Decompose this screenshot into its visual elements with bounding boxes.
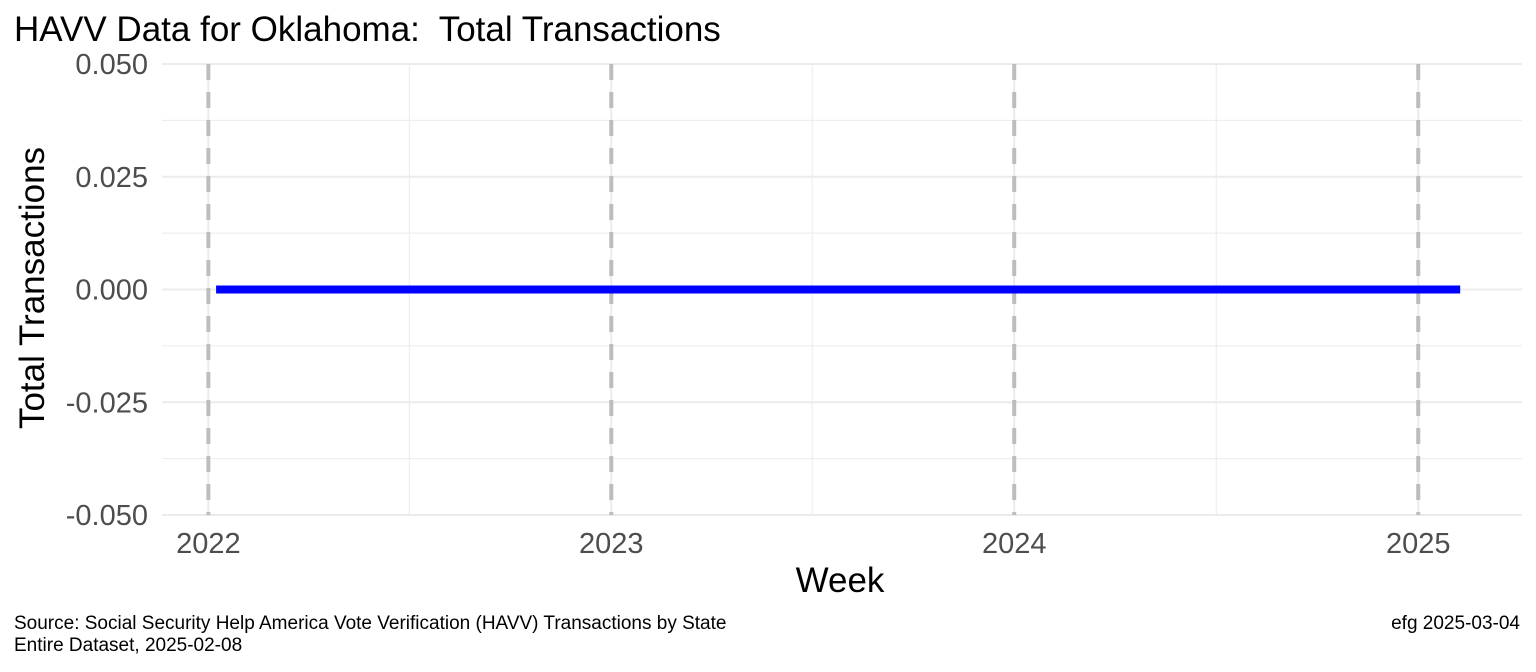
y-axis-title: Total Transactions [13, 147, 52, 429]
y-tick-labels: 0.050 0.025 0.000 -0.025 -0.050 [66, 49, 148, 532]
source-line-1: Source: Social Security Help America Vot… [14, 613, 727, 634]
x-tick-label: 2024 [982, 528, 1047, 560]
x-axis-title: Week [796, 561, 885, 600]
credit-caption: efg 2025-03-04 [1391, 613, 1520, 634]
source-caption: Source: Social Security Help America Vot… [14, 613, 726, 657]
x-tick-label: 2023 [579, 528, 644, 560]
y-tick-label: -0.050 [66, 500, 148, 532]
chart-title: HAVV Data for Oklahoma: Total Transactio… [14, 10, 721, 49]
x-tick-label: 2025 [1386, 528, 1451, 560]
y-tick-label: 0.025 [75, 162, 148, 194]
x-tick-label: 2022 [176, 528, 241, 560]
x-tick-labels: 2022 2023 2024 2025 [176, 528, 1450, 560]
y-tick-label: 0.000 [75, 275, 148, 307]
source-line-2: Entire Dataset, 2025-02-08 [14, 635, 243, 656]
y-tick-label: 0.050 [75, 49, 148, 81]
y-tick-label: -0.025 [66, 387, 148, 419]
